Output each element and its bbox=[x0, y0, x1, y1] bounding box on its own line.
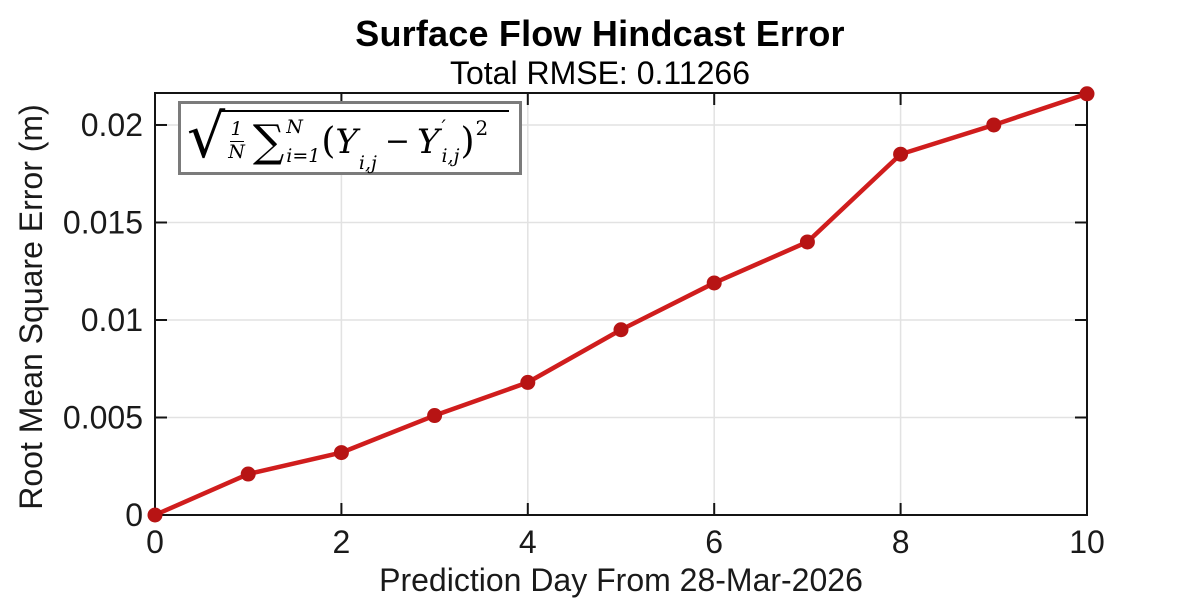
fraction-denominator: N bbox=[228, 141, 245, 163]
x-tick-label: 6 bbox=[705, 524, 723, 560]
x-tick-label: 0 bbox=[146, 524, 164, 560]
prime-and-subscript: ′ i,j bbox=[441, 115, 460, 167]
sum-upper-limit: N bbox=[286, 115, 303, 138]
y-tick-label: 0.015 bbox=[63, 204, 143, 240]
data-point bbox=[893, 146, 909, 162]
axes-box bbox=[154, 92, 1088, 516]
minus-sign: − bbox=[384, 123, 411, 159]
subscript-ij-2: i,j bbox=[441, 144, 460, 167]
x-axis-label: Prediction Day From 28-Mar-2026 bbox=[379, 562, 863, 598]
exponent-two: 2 bbox=[475, 115, 489, 140]
data-point bbox=[427, 408, 443, 424]
radical-sign: √ bbox=[187, 102, 226, 172]
data-point bbox=[613, 322, 629, 338]
data-point bbox=[520, 374, 536, 390]
data-point bbox=[986, 117, 1002, 133]
data-point bbox=[240, 466, 256, 482]
x-tick-label: 4 bbox=[519, 524, 537, 560]
fraction-numerator: 1 bbox=[230, 118, 243, 141]
x-tick-label: 10 bbox=[1069, 524, 1105, 560]
y-tick-label: 0 bbox=[125, 497, 143, 533]
data-point bbox=[333, 445, 349, 461]
close-paren: ) bbox=[460, 120, 475, 162]
chart-subtitle: Total RMSE: 0.11266 bbox=[449, 55, 750, 91]
variable-y-prime: Y bbox=[417, 121, 440, 162]
sigma-symbol: ∑ bbox=[252, 115, 285, 167]
chart-title: Surface Flow Hindcast Error bbox=[355, 13, 845, 54]
y-tick-label: 0.01 bbox=[81, 302, 143, 338]
data-point bbox=[799, 234, 815, 250]
x-tick-label: 8 bbox=[892, 524, 910, 560]
data-point bbox=[147, 507, 163, 523]
sum-limits: N i=1 bbox=[286, 115, 321, 167]
fraction-bar bbox=[229, 141, 244, 142]
data-point bbox=[706, 275, 722, 291]
variable-y: Y bbox=[335, 121, 358, 162]
open-paren: ( bbox=[321, 120, 336, 162]
x-tick-label: 2 bbox=[333, 524, 351, 560]
sum-lower-limit: i=1 bbox=[286, 144, 321, 167]
prime-mark: ′ bbox=[441, 115, 446, 138]
rmse-formula-annotation: √ 1 N ∑ N i=1 ( Y i,j − Y ′ i,j ) 2 bbox=[178, 101, 522, 175]
data-point bbox=[1079, 86, 1095, 102]
y-tick-label: 0.02 bbox=[81, 107, 143, 143]
y-tick-label: 0.005 bbox=[63, 399, 143, 435]
fraction-one-over-n: 1 N bbox=[228, 118, 245, 163]
subscript-ij: i,j bbox=[358, 151, 377, 174]
formula-radicand: 1 N ∑ N i=1 ( Y i,j − Y ′ i,j ) 2 bbox=[220, 109, 509, 172]
